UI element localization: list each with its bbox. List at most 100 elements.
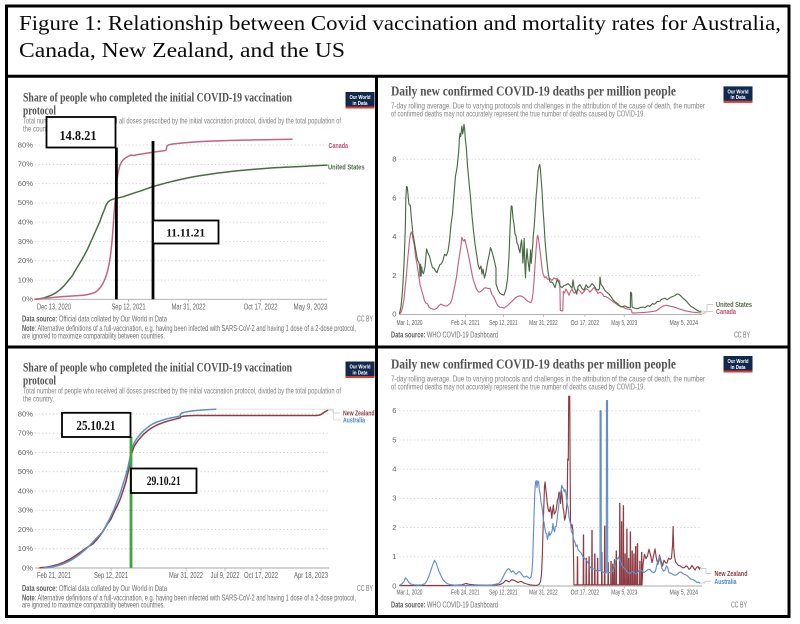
svg-text:Share of people who completed: Share of people who completed the initia… <box>23 360 293 375</box>
svg-text:are ignored to maximize compar: are ignored to maximize comparability be… <box>22 601 165 610</box>
svg-text:protocol: protocol <box>23 373 56 388</box>
svg-text:Data source: Official data col: Data source: Official data collated by O… <box>22 584 167 593</box>
svg-text:May 5, 2024: May 5, 2024 <box>670 588 699 597</box>
svg-text:50%: 50% <box>18 198 33 207</box>
svg-text:6: 6 <box>392 406 396 415</box>
svg-text:Oct 17, 2022: Oct 17, 2022 <box>571 318 600 327</box>
svg-text:1: 1 <box>392 552 396 561</box>
svg-text:Total number of people who rec: Total number of people who received all … <box>23 116 342 125</box>
svg-text:70%: 70% <box>18 160 33 169</box>
svg-text:10%: 10% <box>18 275 33 284</box>
svg-text:Mar 31, 2022: Mar 31, 2022 <box>529 588 558 597</box>
svg-text:New Zealand: New Zealand <box>343 408 375 417</box>
svg-text:0%: 0% <box>22 563 33 572</box>
svg-text:CC BY: CC BY <box>731 601 747 610</box>
svg-text:CC BY: CC BY <box>734 331 750 340</box>
svg-text:8: 8 <box>392 155 396 164</box>
svg-text:Jul 9, 2022: Jul 9, 2022 <box>211 571 240 580</box>
svg-text:of confirmed deaths may not ac: of confirmed deaths may not accurately r… <box>391 383 645 392</box>
svg-text:New Zealand: New Zealand <box>715 569 748 578</box>
svg-text:Our World: Our World <box>728 89 749 95</box>
svg-text:Dec 13, 2020: Dec 13, 2020 <box>37 302 71 311</box>
svg-text:Oct 17, 2022: Oct 17, 2022 <box>244 302 278 311</box>
svg-text:Sep 12, 2021: Sep 12, 2021 <box>112 302 146 311</box>
svg-text:30%: 30% <box>18 237 33 246</box>
svg-text:14.8.21: 14.8.21 <box>60 129 97 144</box>
svg-text:60%: 60% <box>18 179 33 188</box>
svg-text:0: 0 <box>392 310 396 319</box>
svg-text:7-day rolling average. Due to: 7-day rolling average. Due to varying pr… <box>391 101 705 110</box>
svg-text:Canada, New Zealand, and the U: Canada, New Zealand, and the US <box>19 38 345 62</box>
svg-text:Our World: Our World <box>350 95 371 101</box>
svg-text:are ignored to maximize compar: are ignored to maximize comparability be… <box>22 332 165 341</box>
svg-text:United States: United States <box>328 163 365 172</box>
svg-text:Canada: Canada <box>716 307 737 316</box>
svg-text:0%: 0% <box>22 295 33 304</box>
svg-text:May 9, 2023: May 9, 2023 <box>294 302 328 311</box>
svg-text:60%: 60% <box>18 448 33 457</box>
svg-text:Feb 24, 2021: Feb 24, 2021 <box>451 318 480 327</box>
svg-text:2: 2 <box>392 523 396 532</box>
svg-text:Note: Alternative definitions: Note: Alternative definitions of a full-… <box>22 593 356 602</box>
svg-text:7-day rolling average. Due to: 7-day rolling average. Due to varying pr… <box>391 374 705 383</box>
svg-text:United States: United States <box>716 300 752 309</box>
svg-text:CC BY: CC BY <box>357 584 373 593</box>
svg-text:5: 5 <box>392 435 396 444</box>
svg-text:Sep 12, 2021: Sep 12, 2021 <box>489 588 518 597</box>
svg-text:Oct 17, 2022: Oct 17, 2022 <box>571 588 600 597</box>
svg-text:30%: 30% <box>18 506 33 515</box>
svg-text:Mar 31, 2022: Mar 31, 2022 <box>172 302 206 311</box>
svg-text:4: 4 <box>392 465 396 474</box>
svg-text:2: 2 <box>392 271 396 280</box>
svg-text:of confirmed deaths may not ac: of confirmed deaths may not accurately r… <box>391 110 645 119</box>
svg-text:Mar 31, 2022: Mar 31, 2022 <box>529 318 558 327</box>
svg-text:Sep 12, 2021: Sep 12, 2021 <box>94 571 128 580</box>
svg-text:Figure 1: Relationship between: Figure 1: Relationship between Covid vac… <box>19 11 781 35</box>
svg-text:10%: 10% <box>18 544 33 553</box>
svg-text:11.11.21: 11.11.21 <box>166 226 205 240</box>
svg-text:Share of people who completed: Share of people who completed the initia… <box>23 90 293 105</box>
svg-text:Mar 31, 2022: Mar 31, 2022 <box>169 571 203 580</box>
svg-text:25.10.21: 25.10.21 <box>76 419 115 434</box>
svg-text:Daily new confirmed COVID-19 d: Daily new confirmed COVID-19 deaths per … <box>391 84 676 99</box>
svg-text:50%: 50% <box>18 467 33 476</box>
svg-text:6: 6 <box>392 193 396 202</box>
svg-text:in Data: in Data <box>731 365 746 371</box>
svg-text:20%: 20% <box>18 256 33 265</box>
svg-text:70%: 70% <box>18 429 33 438</box>
svg-text:40%: 40% <box>18 486 33 495</box>
svg-text:in Data: in Data <box>353 101 368 107</box>
svg-text:Note: Alternative definitions: Note: Alternative definitions of a full-… <box>22 324 356 333</box>
svg-text:Our World: Our World <box>728 359 749 365</box>
svg-text:CC BY: CC BY <box>357 315 373 324</box>
svg-text:Our World: Our World <box>350 364 371 370</box>
svg-text:29.10.21: 29.10.21 <box>147 474 181 488</box>
svg-text:May 5, 2023: May 5, 2023 <box>611 318 637 327</box>
svg-text:Oct 17, 2022: Oct 17, 2022 <box>244 571 278 580</box>
svg-text:3: 3 <box>392 494 396 503</box>
svg-text:40%: 40% <box>18 218 33 227</box>
svg-text:20%: 20% <box>18 525 33 534</box>
svg-text:4: 4 <box>392 232 396 241</box>
svg-text:Sep 12, 2021: Sep 12, 2021 <box>489 318 518 327</box>
svg-text:in Data: in Data <box>731 95 746 101</box>
svg-text:Feb 24, 2021: Feb 24, 2021 <box>451 588 480 597</box>
svg-text:the country.: the country. <box>23 125 54 134</box>
svg-text:Mar 1, 2020: Mar 1, 2020 <box>397 318 423 327</box>
svg-text:Data source: WHO COVID-19 Dash: Data source: WHO COVID-19 Dashboard <box>391 601 498 610</box>
svg-text:Canada: Canada <box>329 141 349 150</box>
svg-text:Mar 1, 2020: Mar 1, 2020 <box>397 588 423 597</box>
svg-text:Australia: Australia <box>343 415 366 424</box>
svg-text:Data source: WHO COVID-19 Dash: Data source: WHO COVID-19 Dashboard <box>391 331 498 340</box>
svg-text:80%: 80% <box>18 140 33 149</box>
svg-text:Daily new confirmed COVID-19 d: Daily new confirmed COVID-19 deaths per … <box>391 357 676 372</box>
svg-text:in Data: in Data <box>353 370 368 376</box>
svg-text:Apr 18, 2023: Apr 18, 2023 <box>294 571 328 580</box>
svg-text:May 5, 2024: May 5, 2024 <box>670 318 699 327</box>
svg-text:protocol: protocol <box>23 103 56 118</box>
svg-text:Australia: Australia <box>715 577 738 586</box>
svg-text:May 5, 2023: May 5, 2023 <box>611 588 637 597</box>
svg-text:Feb 21, 2021: Feb 21, 2021 <box>37 571 71 580</box>
svg-text:the country.: the country. <box>23 395 54 404</box>
svg-text:80%: 80% <box>18 409 33 418</box>
